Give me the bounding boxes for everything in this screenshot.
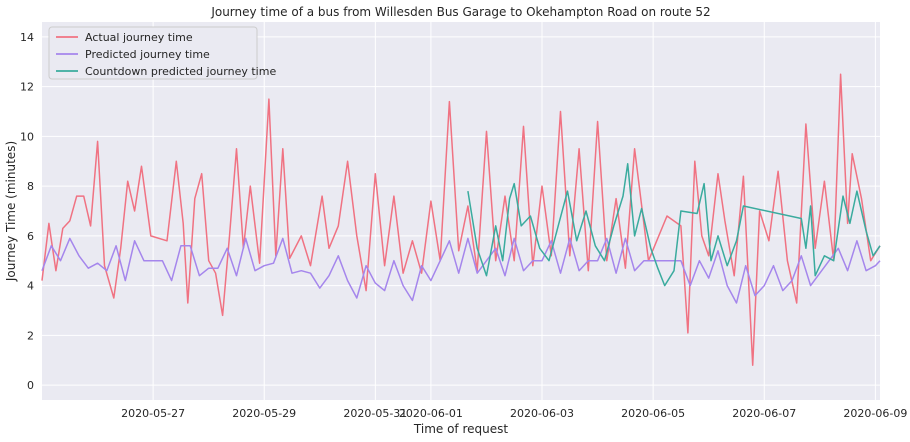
legend-box xyxy=(48,26,258,80)
y-tick-label: 10 xyxy=(20,130,34,143)
x-tick-label: 2020-05-29 xyxy=(232,407,296,420)
x-tick-label: 2020-05-27 xyxy=(121,407,185,420)
series-line-3 xyxy=(467,163,881,287)
legend-entry: Predicted journey time xyxy=(85,48,210,61)
ticks: 0 2 4 6 8 10 12 14 2020-05-27 2020-05-29 2020-05-3… xyxy=(20,31,907,420)
x-tick-label: 2020-05-31 xyxy=(343,407,407,420)
legend-entry: Countdown predicted journey time xyxy=(85,65,276,78)
y-tick-label: 6 xyxy=(27,230,34,243)
y-tick-label: 4 xyxy=(27,280,34,293)
series-layer xyxy=(41,73,881,366)
x-tick-label: 2020-06-01 xyxy=(399,407,463,420)
x-axis-label: Time of request xyxy=(413,422,508,436)
legend-entry: Actual journey time xyxy=(85,31,193,44)
series-line-1 xyxy=(41,73,881,366)
y-tick-label: 12 xyxy=(20,81,34,94)
chart-title: Journey time of a bus from Willesden Bus… xyxy=(210,5,710,19)
x-tick-label: 2020-06-05 xyxy=(621,407,685,420)
y-tick-label: 2 xyxy=(27,329,34,342)
y-tick-label: 14 xyxy=(20,31,34,44)
y-axis-label: Journey Time (minutes) xyxy=(4,141,18,282)
y-tick-label: 0 xyxy=(27,379,34,392)
x-tick-label: 2020-06-09 xyxy=(843,407,907,420)
x-tick-label: 2020-06-03 xyxy=(510,407,574,420)
x-tick-label: 2020-06-07 xyxy=(732,407,796,420)
legend: Actual journey time Predicted journey tim… xyxy=(48,26,276,80)
y-tick-label: 8 xyxy=(27,180,34,193)
series-line-2 xyxy=(41,237,881,304)
